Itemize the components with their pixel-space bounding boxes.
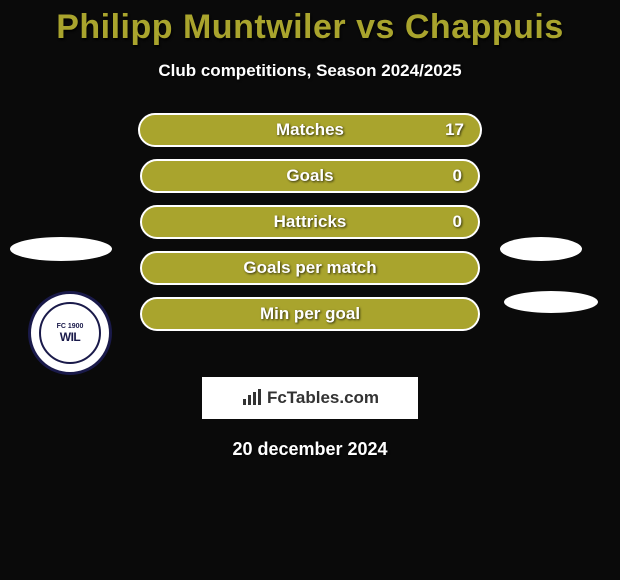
player2-name: Chappuis <box>405 8 564 46</box>
stat-label: Matches <box>140 120 480 140</box>
stat-value: 17 <box>445 120 464 140</box>
footer-text: FcTables.com <box>267 388 379 408</box>
chart-icon <box>241 389 263 407</box>
stat-label: Min per goal <box>142 304 478 324</box>
date-text: 20 december 2024 <box>0 439 620 460</box>
stat-bar: Goals0 <box>140 159 480 193</box>
club-badge-name: WIL <box>60 330 81 344</box>
footer-logo-box: FcTables.com <box>202 377 418 419</box>
stat-row: Goals per match <box>0 251 620 285</box>
stat-bar: Goals per match <box>140 251 480 285</box>
comparison-title: Philipp Muntwiler vs Chappuis <box>0 0 620 47</box>
stat-label: Goals <box>142 166 478 186</box>
stat-value: 0 <box>453 166 462 186</box>
stat-value: 0 <box>453 212 462 232</box>
subtitle: Club competitions, Season 2024/2025 <box>0 61 620 81</box>
stat-row: Hattricks0 <box>0 205 620 239</box>
stat-row: Min per goal <box>0 297 620 331</box>
vs-text: vs <box>356 8 395 46</box>
stat-bar: Hattricks0 <box>140 205 480 239</box>
stat-label: Hattricks <box>142 212 478 232</box>
player1-name: Philipp Muntwiler <box>56 8 346 46</box>
stat-bar: Matches17 <box>138 113 482 147</box>
stat-label: Goals per match <box>142 258 478 278</box>
stat-bar: Min per goal <box>140 297 480 331</box>
stats-chart: FC 1900 WIL Matches17Goals0Hattricks0Goa… <box>0 113 620 363</box>
stat-row: Goals0 <box>0 159 620 193</box>
stat-row: Matches17 <box>0 113 620 147</box>
